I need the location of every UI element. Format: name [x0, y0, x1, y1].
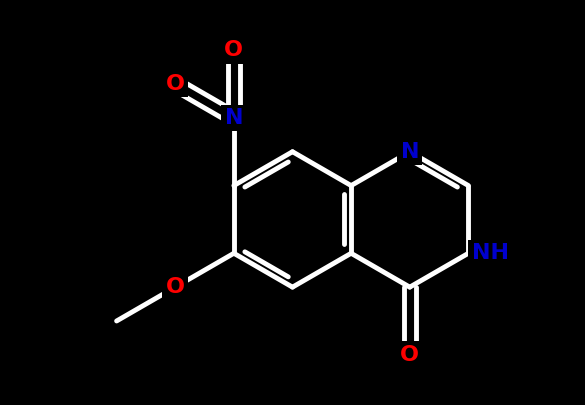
Text: O: O: [166, 277, 185, 297]
Text: N: N: [401, 142, 419, 162]
Text: O: O: [400, 345, 419, 365]
Text: N: N: [225, 108, 243, 128]
Text: O: O: [166, 74, 185, 94]
Text: O: O: [225, 40, 243, 60]
Text: NH: NH: [472, 243, 509, 263]
